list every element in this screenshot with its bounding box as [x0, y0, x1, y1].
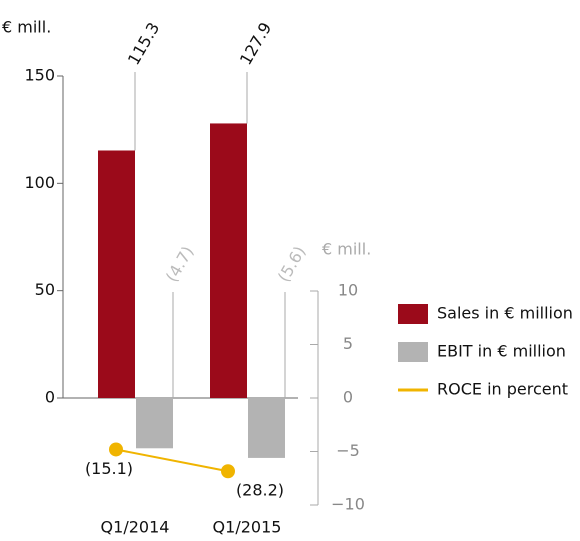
y-tick-label: 0 — [45, 388, 55, 407]
y2-tick-label: −5 — [336, 441, 360, 460]
x-tick-label: Q1/2015 — [213, 518, 282, 537]
bar — [210, 123, 247, 398]
bar — [98, 150, 135, 398]
y2-tick-label: −10 — [331, 495, 365, 514]
value-label: (4.7) — [162, 243, 197, 285]
y-axis-title: € mill. — [2, 18, 51, 37]
y2-tick-label: 10 — [338, 281, 358, 300]
y2-tick-label: 5 — [343, 334, 353, 353]
y2-tick-label: 0 — [343, 388, 353, 407]
legend-label: ROCE in percent — [437, 380, 568, 399]
bar — [248, 398, 285, 458]
bar — [136, 398, 173, 449]
y-tick-label: 50 — [35, 280, 55, 299]
legend-label: EBIT in € million — [437, 342, 566, 361]
value-label: (15.1) — [85, 459, 133, 478]
point — [221, 464, 235, 479]
point — [109, 442, 123, 457]
value-label: (28.2) — [236, 481, 284, 500]
y-tick-label: 100 — [24, 173, 55, 192]
legend-swatch — [398, 342, 428, 362]
y2-axis-title: € mill. — [322, 240, 371, 259]
legend-label: Sales in € million — [437, 304, 573, 323]
value-label: 127.9 — [236, 19, 275, 68]
line — [115, 448, 229, 473]
y-tick-label: 150 — [24, 66, 55, 85]
value-label: (5.6) — [274, 243, 309, 285]
legend-swatch — [398, 304, 428, 324]
x-tick-label: Q1/2014 — [101, 518, 170, 537]
value-label: 115.3 — [124, 19, 163, 68]
